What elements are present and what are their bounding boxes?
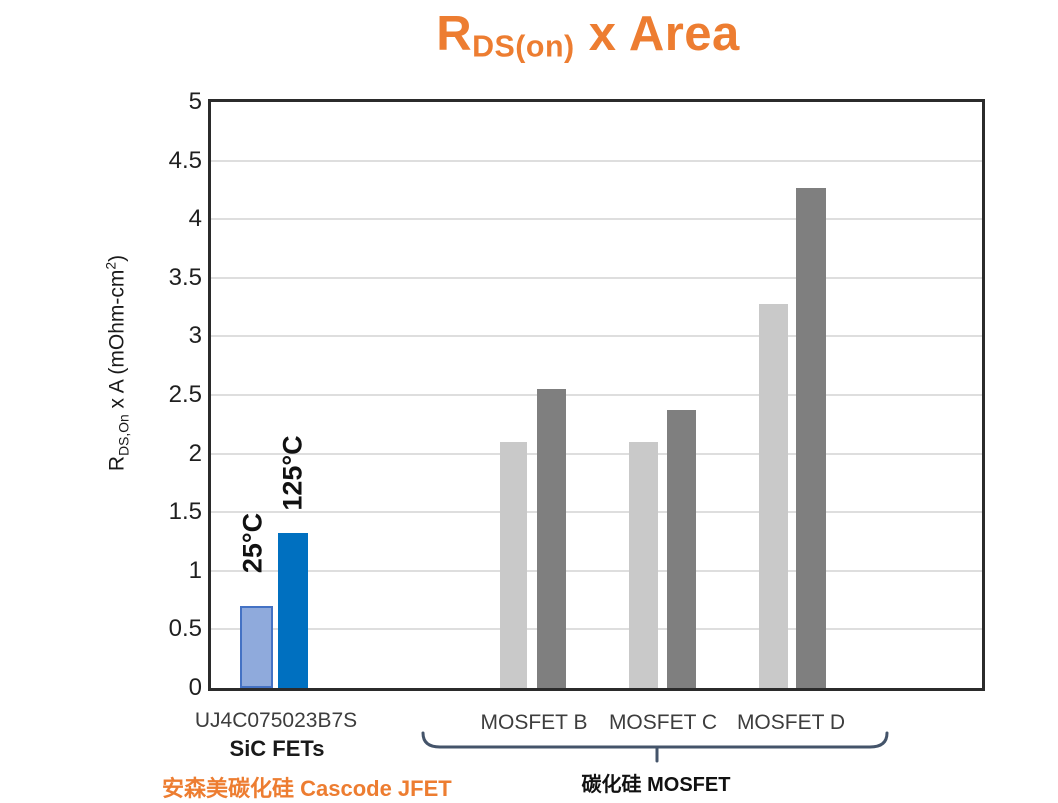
- y-axis-title-mid: x A (mOhm-cm: [105, 269, 129, 415]
- y-tick-label: 1: [188, 556, 202, 584]
- chart-title-rest: x Area: [574, 7, 740, 61]
- bar-mosfet-b-25c: [500, 442, 527, 688]
- category-label-mosfet-c: MOSFET C: [608, 711, 718, 734]
- y-axis-title-base: R: [105, 455, 129, 472]
- gridline: [211, 218, 982, 221]
- chart-title-base: R: [436, 7, 473, 61]
- temp-label-125c: 125°C: [277, 435, 308, 511]
- y-tick-label: 3.5: [168, 263, 202, 291]
- y-axis-title-superscript: 2: [102, 261, 119, 270]
- category-label-ujc: UJ4C075023B7S: [194, 709, 358, 732]
- y-tick-label: 5: [188, 88, 202, 115]
- bar-mosfet-c-125c: [667, 410, 696, 688]
- gridline: [211, 394, 982, 396]
- y-axis-title-subscript: DS,On: [115, 414, 132, 456]
- bar-mosfet-d-125c: [796, 188, 826, 688]
- bar-uj4c075023b7s-25c: [240, 606, 273, 688]
- bar-mosfet-b-125c: [537, 389, 566, 688]
- y-tick-label: 1.5: [168, 498, 202, 526]
- y-tick-label: 2: [188, 439, 202, 467]
- chart-title: RDS(on) x Area: [436, 6, 740, 65]
- y-tick-label: 2.5: [168, 381, 202, 408]
- gridline: [211, 276, 982, 279]
- gridline: [211, 452, 982, 455]
- category-label-sic-fets: SiC FETs: [229, 736, 325, 761]
- y-tick-label: 4: [188, 205, 202, 233]
- y-tick-label: 3: [188, 322, 202, 350]
- gridline: [211, 628, 982, 631]
- category-label-mosfet-d: MOSFET D: [736, 711, 846, 734]
- bar-mosfet-d-25c: [759, 304, 788, 688]
- plot-area: [208, 99, 985, 691]
- bar-uj4c075023b7s-125c: [278, 533, 308, 688]
- y-tick-label: 0: [188, 674, 202, 701]
- y-axis-title: RDS,On x A (mOhm-cm2): [102, 255, 131, 471]
- gridline: [211, 159, 982, 162]
- y-axis-title-end: ): [105, 254, 129, 262]
- bar-mosfet-c-25c: [629, 442, 658, 688]
- gridline: [211, 569, 982, 572]
- underbrace-icon: [421, 731, 889, 763]
- category-label-mosfet-b: MOSFET B: [480, 711, 588, 734]
- mosfet-annotation: 碳化硅 MOSFET: [581, 774, 731, 796]
- chart-title-subscript: DS(on): [472, 29, 575, 64]
- y-tick-label: 4.5: [168, 146, 202, 174]
- gridline: [211, 511, 982, 514]
- y-tick-label: 0.5: [168, 615, 202, 643]
- jfet-annotation: 安森美碳化硅 Cascode JFET: [162, 776, 452, 801]
- gridline: [211, 335, 982, 338]
- temp-label-25c: 25°C: [237, 512, 268, 574]
